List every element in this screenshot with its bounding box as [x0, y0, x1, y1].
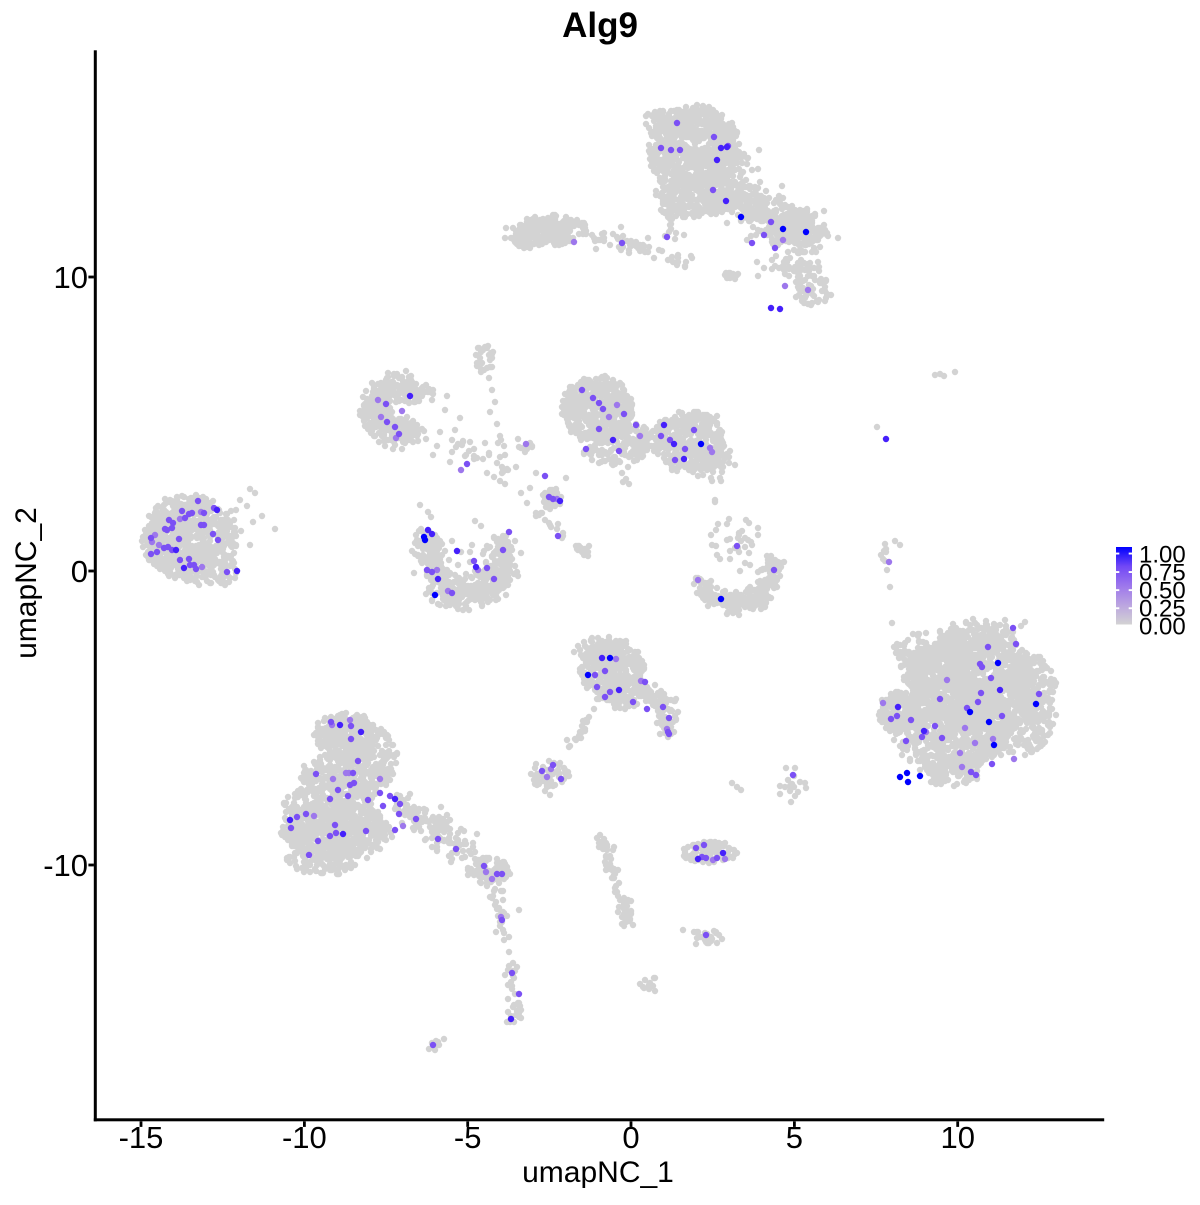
- svg-text:1.00: 1.00: [1139, 542, 1186, 569]
- svg-text:-10: -10: [43, 848, 88, 883]
- svg-text:10: 10: [940, 1120, 974, 1155]
- svg-text:5: 5: [786, 1120, 803, 1155]
- svg-text:-5: -5: [454, 1120, 482, 1155]
- svg-text:10: 10: [54, 260, 88, 295]
- svg-text:0.75: 0.75: [1139, 560, 1186, 587]
- svg-text:0.00: 0.00: [1139, 614, 1186, 641]
- svg-text:0.25: 0.25: [1139, 596, 1186, 623]
- svg-text:Alg9: Alg9: [562, 6, 638, 45]
- svg-text:0: 0: [71, 554, 88, 589]
- svg-text:-15: -15: [119, 1120, 164, 1155]
- svg-text:umapNC_2: umapNC_2: [10, 507, 43, 659]
- svg-text:0.50: 0.50: [1139, 578, 1186, 605]
- svg-text:-10: -10: [282, 1120, 327, 1155]
- svg-text:0: 0: [622, 1120, 639, 1155]
- svg-text:umapNC_1: umapNC_1: [522, 1156, 674, 1189]
